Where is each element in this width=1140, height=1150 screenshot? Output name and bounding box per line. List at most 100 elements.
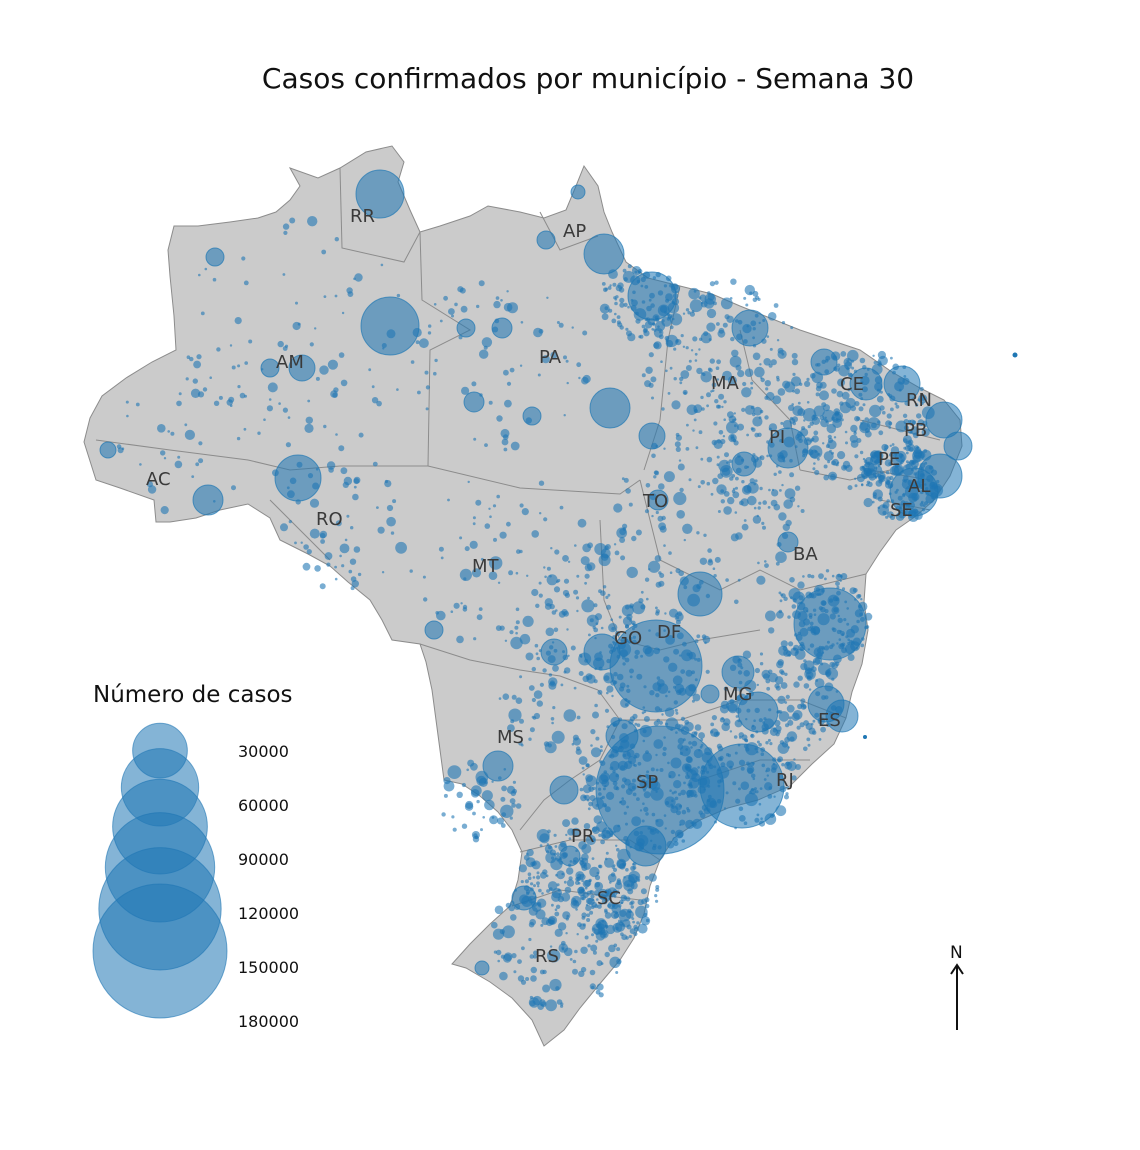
case-dot — [598, 833, 602, 837]
case-bubble — [605, 719, 639, 753]
state-label-ac: AC — [146, 469, 171, 490]
case-dot — [891, 443, 895, 446]
case-dot — [549, 680, 555, 686]
case-dot — [530, 966, 537, 974]
case-dot — [615, 911, 618, 915]
case-dot — [606, 604, 612, 610]
case-dot — [605, 595, 609, 600]
north-arrow-head — [950, 963, 964, 975]
case-dot — [314, 565, 321, 572]
case-dot — [750, 381, 754, 385]
case-dot — [592, 711, 599, 719]
case-dot — [516, 549, 521, 554]
case-bubble — [943, 431, 973, 461]
case-dot — [614, 301, 618, 306]
case-dot — [287, 416, 291, 419]
case-dot — [882, 410, 886, 415]
case-dot — [627, 305, 630, 309]
case-dot — [671, 400, 681, 410]
case-dot — [580, 946, 588, 954]
case-dot — [591, 838, 596, 842]
case-dot — [451, 314, 454, 318]
case-dot — [494, 905, 504, 915]
case-dot — [875, 480, 883, 487]
case-dot — [792, 390, 795, 393]
case-dot — [813, 430, 819, 436]
case-dot — [544, 575, 547, 579]
case-dot — [380, 263, 384, 267]
case-dot — [604, 888, 612, 896]
case-dot — [741, 523, 749, 531]
case-dot — [460, 602, 463, 605]
case-dot — [282, 407, 288, 413]
case-dot — [793, 758, 796, 761]
case-dot — [579, 653, 583, 657]
case-dot — [578, 376, 581, 380]
case-dot — [616, 848, 620, 852]
case-dot — [728, 459, 733, 464]
case-dot — [563, 578, 570, 584]
case-dot — [692, 336, 698, 342]
state-label-df: DF — [657, 622, 681, 643]
case-dot — [594, 543, 607, 556]
case-dot — [796, 725, 801, 730]
case-dot — [754, 432, 759, 438]
case-dot — [565, 932, 568, 935]
case-dot — [863, 462, 875, 474]
case-dot — [791, 352, 798, 359]
case-dot — [723, 718, 731, 726]
case-dot — [294, 541, 297, 545]
case-dot — [761, 521, 765, 526]
case-dot — [315, 376, 320, 381]
case-dot — [780, 682, 788, 689]
case-dot — [750, 734, 754, 737]
case-dot — [466, 768, 470, 772]
case-dot — [581, 896, 585, 900]
case-dot — [503, 447, 508, 452]
case-dot — [824, 416, 827, 419]
case-dot — [706, 456, 713, 463]
case-dot — [517, 975, 525, 982]
state-label-se: SE — [890, 500, 913, 521]
case-dot — [726, 421, 739, 434]
case-dot — [876, 395, 884, 403]
case-dot — [586, 798, 590, 802]
case-dot — [757, 561, 760, 565]
case-dot — [532, 716, 537, 720]
legend-bubble — [92, 883, 228, 1019]
case-dot — [575, 876, 580, 882]
case-dot — [759, 486, 763, 491]
case-dot — [785, 519, 792, 527]
case-dot — [552, 664, 559, 672]
case-dot — [673, 491, 687, 506]
case-dot — [424, 370, 429, 375]
legend: Número de casos 30000 60000 90000 120000 150… — [92, 682, 299, 1031]
case-dot — [546, 566, 551, 571]
case-dot — [909, 419, 916, 426]
case-dot — [845, 441, 848, 445]
case-dot — [732, 419, 735, 422]
case-dot — [745, 303, 749, 307]
case-dot — [358, 432, 364, 438]
case-dot — [813, 405, 825, 417]
case-bubble — [700, 684, 720, 704]
case-dot — [738, 687, 743, 692]
case-dot — [836, 585, 840, 589]
case-dot — [622, 268, 627, 273]
case-bubble — [536, 230, 556, 250]
case-dot — [472, 522, 476, 526]
case-dot — [732, 491, 740, 499]
case-dot — [643, 912, 648, 917]
case-dot — [752, 290, 759, 297]
case-dot — [686, 423, 689, 427]
case-dot — [582, 773, 585, 776]
case-dot — [453, 602, 460, 609]
case-dot — [753, 506, 757, 510]
case-dot — [562, 819, 571, 828]
case-dot — [803, 683, 810, 689]
case-dot — [777, 388, 786, 396]
state-label-al: AL — [908, 476, 930, 497]
case-dot — [669, 325, 674, 330]
case-dot — [630, 905, 634, 909]
case-dot — [917, 398, 921, 402]
